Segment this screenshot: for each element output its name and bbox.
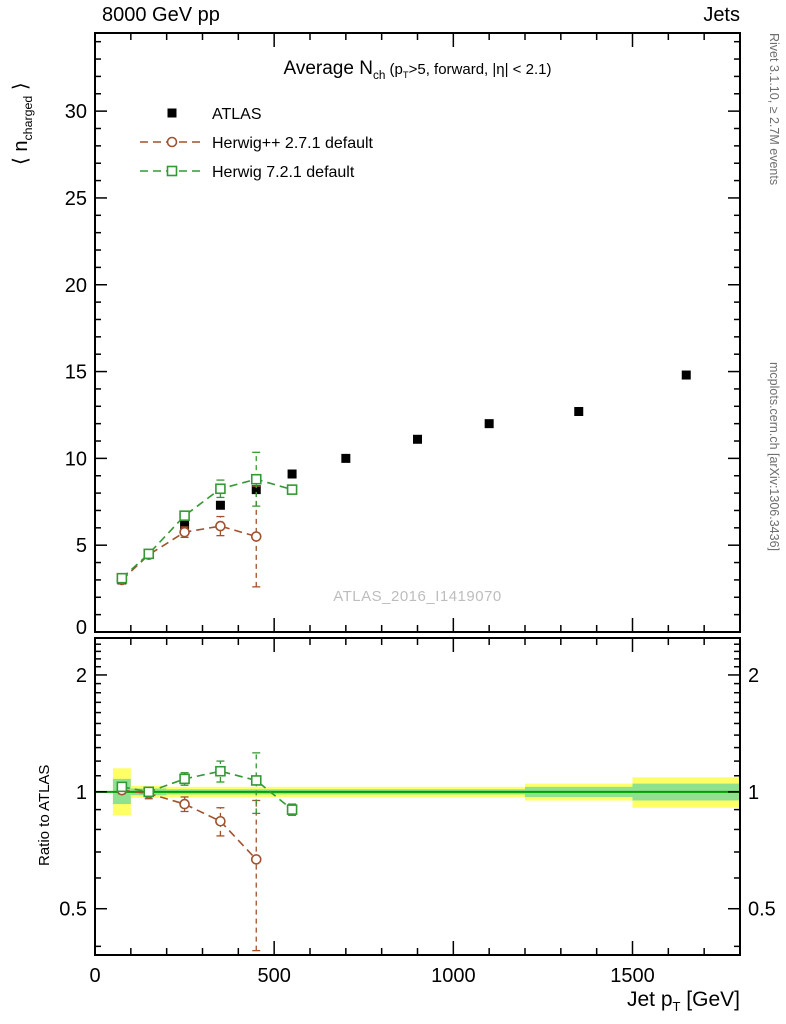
y-tick-label: 15 — [65, 362, 87, 384]
data-point-square-filled — [180, 519, 190, 529]
ratio-tick-label-right: 2 — [748, 665, 759, 687]
legend-label: Herwig 7.2.1 default — [212, 164, 355, 181]
data-point-square-filled — [215, 500, 225, 510]
legend-item: Herwig++ 2.7.1 default — [140, 135, 374, 152]
data-point-square-open — [179, 510, 190, 521]
x-axis-title-pre: Jet p — [626, 988, 673, 1011]
y-tick-label: 25 — [65, 188, 87, 210]
y-tick-label: 5 — [76, 535, 87, 557]
x-tick-label: 1500 — [610, 965, 655, 987]
data-point-square-open — [116, 781, 128, 793]
y-axis-title: ⟨ ncharged ⟩ — [8, 25, 35, 165]
data-point-square-filled — [413, 434, 422, 444]
y-axis-title-post: ⟩ — [10, 82, 32, 96]
x-axis-title: Jet pT [GeV] — [627, 988, 740, 1014]
data-point-square-filled — [167, 108, 177, 118]
plot-title-sub-ch: ch — [372, 68, 386, 82]
ratio-panel-frame — [94, 637, 741, 956]
mcplots-credit-note: mcplots.cern.ch [arXiv:1306.3436] — [767, 362, 781, 551]
plot-title-main: Average N — [283, 58, 373, 79]
data-point-square-open — [250, 473, 262, 485]
series-line — [121, 478, 293, 579]
data-point-square-filled — [681, 370, 691, 380]
y-tick-label: 20 — [65, 275, 87, 297]
data-point-circle-open — [166, 136, 178, 148]
data-point-circle-open — [179, 798, 190, 810]
x-tick-label: 500 — [257, 965, 290, 987]
data-point-square-open — [116, 572, 128, 584]
beam-energy-label: 8000 GeV pp — [102, 4, 220, 26]
data-point-square-filled — [341, 453, 351, 463]
plot-title-paren-rest: >5, forward, |η| < 2.1) — [408, 61, 552, 78]
y-axis-title-sub: charged — [21, 95, 35, 141]
data-point-circle-open — [215, 520, 226, 532]
data-point-square-open — [250, 775, 262, 786]
ratio-uncertainty-bands — [95, 768, 740, 816]
data-point-square-open — [143, 786, 155, 798]
data-point-circle-open — [215, 815, 226, 827]
data-point-square-open — [179, 773, 190, 785]
series-herwig-7-2-1-default — [116, 752, 298, 816]
ratio-tick-label-left: 0.5 — [59, 899, 87, 921]
data-point-square-filled — [251, 485, 261, 495]
series-atlas — [117, 370, 691, 585]
data-point-circle-open — [250, 854, 262, 865]
main-panel-series — [116, 370, 691, 588]
data-point-square-open — [215, 483, 226, 495]
process-label: Jets — [703, 4, 740, 26]
analysis-id-watermark: ATLAS_2016_I1419070 — [333, 588, 502, 605]
legend: ATLAS Herwig++ 2.7.1 default Herwig 7.2.1 … — [140, 106, 374, 181]
series-herwig-2-7-1-default — [116, 485, 262, 588]
legend-item: Herwig 7.2.1 default — [140, 164, 355, 181]
data-point-square-filled — [484, 419, 494, 429]
series-herwig-7-2-1-default — [116, 451, 298, 584]
rivet-version-note: Rivet 3.1.10, ≥ 2.7M events — [767, 33, 781, 186]
data-point-square-open — [143, 548, 155, 560]
ratio-tick-label-left: 2 — [76, 665, 87, 687]
x-axis-title-post: [GeV] — [680, 988, 740, 1011]
ratio-tick-label-right: 0.5 — [748, 899, 776, 921]
series-line — [121, 770, 293, 811]
series-line — [121, 789, 257, 860]
legend-label: ATLAS — [212, 106, 262, 123]
ratio-tick-label-right: 1 — [748, 782, 759, 804]
ratio-tick-label-left: 1 — [76, 782, 87, 804]
legend-label: Herwig++ 2.7.1 default — [212, 135, 374, 152]
x-tick-label: 1000 — [431, 965, 476, 987]
y-axis-title-pre: ⟨ n — [10, 140, 32, 165]
y-tick-label: 0 — [76, 617, 87, 639]
legend-item: ATLAS — [167, 106, 262, 123]
series-herwig-2-7-1-default — [116, 784, 262, 952]
data-point-square-open — [166, 165, 178, 177]
axis-ticks — [94, 33, 741, 955]
data-point-circle-open — [250, 531, 262, 542]
data-point-square-filled — [287, 469, 297, 479]
data-point-square-open — [286, 484, 298, 495]
data-point-square-filled — [574, 406, 584, 416]
y-tick-label: 10 — [65, 448, 87, 470]
plot-title-paren-open: (p — [385, 61, 403, 78]
plot-title: Average Nch (pT>5, forward, |η| < 2.1) — [95, 58, 740, 82]
plot-title-sub-pt: T — [402, 70, 409, 80]
x-axis-title-sub: T — [672, 999, 681, 1015]
y-tick-label: 30 — [65, 101, 87, 123]
ratio-axis-title: Ratio to ATLAS — [36, 764, 53, 866]
x-tick-label: 0 — [89, 965, 100, 987]
data-point-square-open — [215, 765, 226, 777]
data-point-circle-open — [179, 526, 190, 538]
ratio-panel-series — [116, 752, 298, 952]
data-point-square-open — [286, 804, 298, 815]
main-panel-frame — [94, 32, 741, 633]
